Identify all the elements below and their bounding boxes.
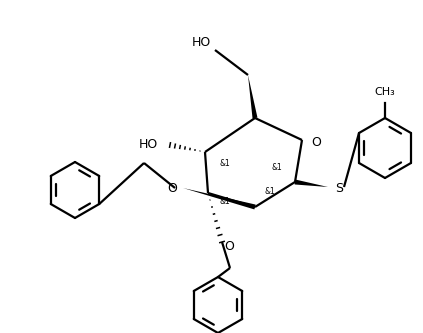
Text: S: S — [335, 181, 343, 194]
Text: &1: &1 — [272, 164, 283, 172]
Polygon shape — [183, 188, 255, 209]
Text: O: O — [224, 240, 234, 253]
Polygon shape — [248, 75, 258, 119]
Text: O: O — [311, 136, 321, 149]
Text: &1: &1 — [220, 196, 231, 205]
Text: HO: HO — [139, 139, 158, 152]
Polygon shape — [295, 179, 328, 187]
Text: &1: &1 — [265, 186, 275, 195]
Text: O: O — [167, 181, 177, 194]
Text: HO: HO — [192, 36, 211, 49]
Text: CH₃: CH₃ — [375, 87, 396, 97]
Text: &1: &1 — [220, 160, 231, 168]
